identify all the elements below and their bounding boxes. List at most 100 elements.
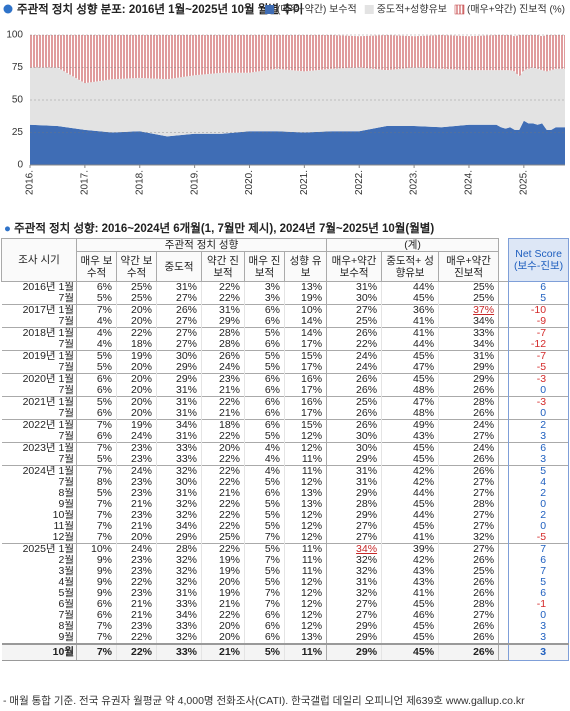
- value-cell: 26%: [438, 555, 500, 566]
- value-cell: 6%: [244, 610, 285, 621]
- net-score-cell: 3: [508, 632, 570, 644]
- table-body: 2016년 1월 6% 25% 31% 22% 3% 13% 31% 44% 25% 6 7월 5% 25…: [1, 281, 570, 661]
- value-cell: 31%: [438, 350, 500, 362]
- y-tick-label: 100: [6, 30, 23, 41]
- value-cell: 3%: [244, 281, 285, 293]
- value-cell: 5%: [76, 362, 117, 374]
- value-cell: 8%: [76, 477, 117, 488]
- value-cell: 9%: [76, 555, 117, 566]
- value-cell: 11%: [283, 543, 328, 555]
- value-cell: 21%: [201, 643, 245, 661]
- net-score-cell: 5: [508, 293, 570, 305]
- value-cell: 21%: [116, 599, 157, 610]
- value-cell: 7%: [76, 532, 117, 544]
- value-cell: 15%: [283, 419, 328, 431]
- spacer: [498, 488, 509, 499]
- value-cell: 4%: [244, 465, 285, 477]
- period-cell: 7월: [1, 477, 77, 488]
- value-cell: 15%: [283, 350, 328, 362]
- value-cell: 5%: [244, 643, 285, 661]
- x-tick-label: 2022.: [354, 170, 365, 195]
- spacer: [498, 499, 509, 510]
- x-tick-label: 2023.: [409, 170, 420, 195]
- value-cell: 26%: [438, 454, 500, 466]
- value-cell: 29%: [156, 373, 202, 385]
- table-row: 2020년 1월 6% 20% 29% 23% 6% 16% 26% 45% 29% -3: [1, 373, 570, 385]
- table-row: 7월 5% 20% 29% 24% 5% 17% 24% 47% 29% -5: [1, 362, 570, 374]
- value-cell: 7%: [76, 465, 117, 477]
- period-cell: 2월: [1, 555, 77, 566]
- spacer: [498, 610, 509, 621]
- value-cell: 31%: [156, 396, 202, 408]
- value-cell: 20%: [116, 385, 157, 397]
- value-cell: 45%: [381, 643, 439, 661]
- value-cell: 9%: [76, 566, 117, 577]
- spacer: [498, 431, 509, 443]
- value-cell: 45%: [381, 373, 439, 385]
- value-cell: 27%: [438, 488, 500, 499]
- period-cell: 2021년 1월: [1, 396, 77, 408]
- value-cell: 22%: [201, 396, 245, 408]
- value-cell: 9%: [76, 577, 117, 588]
- value-cell: 21%: [116, 499, 157, 510]
- value-cell: 7%: [76, 643, 117, 661]
- value-cell: 6%: [244, 396, 285, 408]
- value-cell: 27%: [438, 510, 500, 521]
- value-cell: 22%: [201, 293, 245, 305]
- value-cell: 32%: [156, 577, 202, 588]
- value-cell: 6%: [76, 610, 117, 621]
- value-cell: 33%: [156, 643, 202, 661]
- value-cell: 5%: [76, 350, 117, 362]
- value-cell: 20%: [201, 577, 245, 588]
- value-cell: 6%: [244, 304, 285, 316]
- value-cell: 42%: [381, 477, 439, 488]
- value-cell: 7%: [76, 621, 117, 632]
- net-score-cell: 0: [508, 521, 570, 532]
- value-cell: 23%: [116, 442, 157, 454]
- value-cell: 13%: [283, 632, 328, 644]
- value-cell: 29%: [438, 362, 500, 374]
- spacer: [498, 577, 509, 588]
- period-cell: 2019년 1월: [1, 350, 77, 362]
- spacer: [498, 643, 509, 661]
- value-cell: 11%: [283, 465, 328, 477]
- value-cell: 22%: [116, 632, 157, 644]
- value-cell: 21%: [201, 599, 245, 610]
- value-cell: 26%: [326, 419, 382, 431]
- value-cell: 22%: [326, 339, 382, 351]
- value-cell: 22%: [201, 465, 245, 477]
- value-cell: 12%: [283, 431, 328, 443]
- value-cell: 27%: [438, 543, 500, 555]
- period-cell: 11월: [1, 521, 77, 532]
- value-cell: 44%: [381, 488, 439, 499]
- value-cell: 21%: [201, 385, 245, 397]
- spacer: [498, 454, 509, 466]
- value-cell: 7%: [76, 499, 117, 510]
- legend-label: (매우+약간) 진보적 (%): [467, 4, 565, 16]
- value-cell: 31%: [156, 385, 202, 397]
- value-cell: 7%: [76, 510, 117, 521]
- table-row: 7월 6% 20% 31% 21% 6% 17% 26% 48% 26% 0: [1, 385, 570, 397]
- period-cell: 12월: [1, 532, 77, 544]
- value-cell: 33%: [156, 599, 202, 610]
- value-cell: 34%: [156, 419, 202, 431]
- value-cell: 29%: [326, 510, 382, 521]
- value-cell: 7%: [76, 442, 117, 454]
- value-cell: 25%: [116, 281, 157, 293]
- value-cell: 27%: [156, 327, 202, 339]
- value-cell: 33%: [156, 454, 202, 466]
- value-cell: 12%: [283, 577, 328, 588]
- spacer: [498, 521, 509, 532]
- value-cell: 23%: [116, 566, 157, 577]
- value-cell: 41%: [381, 327, 439, 339]
- table-row: 2022년 1월 7% 19% 34% 18% 6% 15% 26% 49% 24% 2: [1, 419, 570, 431]
- period-cell: 2020년 1월: [1, 373, 77, 385]
- value-cell: 24%: [116, 431, 157, 443]
- net-score-cell: 3: [508, 431, 570, 443]
- value-cell: 6%: [76, 281, 117, 293]
- value-cell: 9%: [76, 588, 117, 599]
- value-cell: 28%: [201, 327, 245, 339]
- value-cell: 21%: [201, 488, 245, 499]
- value-cell: 6%: [244, 488, 285, 499]
